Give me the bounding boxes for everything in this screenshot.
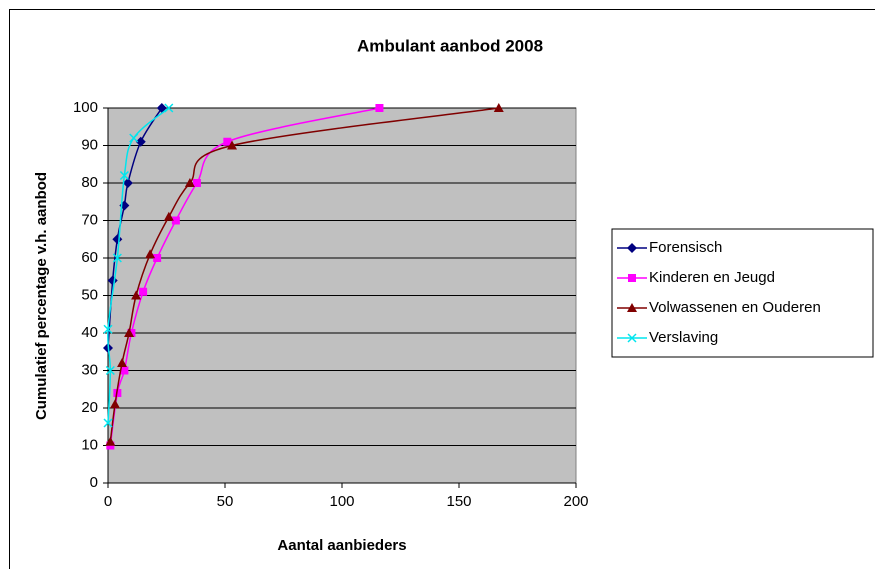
y-tick-label: 100 bbox=[73, 99, 98, 116]
y-tick-label: 80 bbox=[81, 174, 98, 191]
legend-label: Verslaving bbox=[649, 329, 718, 346]
marker bbox=[110, 399, 121, 409]
marker bbox=[153, 254, 162, 262]
legend bbox=[611, 228, 874, 358]
y-tick-label: 40 bbox=[81, 324, 98, 341]
marker bbox=[124, 328, 135, 337]
marker bbox=[192, 179, 201, 187]
marker bbox=[145, 249, 156, 259]
x-tick-label: 200 bbox=[563, 493, 588, 510]
marker bbox=[493, 103, 504, 112]
marker bbox=[171, 216, 180, 225]
legend-label: Volwassenen en Ouderen bbox=[649, 299, 821, 316]
marker bbox=[120, 366, 129, 375]
marker bbox=[375, 104, 384, 112]
marker bbox=[223, 137, 232, 146]
marker bbox=[156, 103, 167, 113]
marker bbox=[163, 211, 174, 221]
marker bbox=[129, 133, 139, 143]
marker bbox=[119, 170, 129, 181]
marker bbox=[135, 136, 146, 147]
marker bbox=[131, 290, 142, 300]
y-tick-label: 30 bbox=[81, 361, 98, 378]
x-tick-label: 100 bbox=[329, 493, 354, 510]
legend-label: Forensisch bbox=[649, 239, 722, 256]
legend-marker bbox=[627, 333, 637, 343]
legend-label: Kinderen en Jeugd bbox=[649, 269, 775, 286]
y-tick-label: 90 bbox=[81, 136, 98, 153]
marker bbox=[105, 436, 116, 446]
y-tick-label: 0 bbox=[90, 474, 98, 491]
marker bbox=[227, 140, 238, 150]
marker bbox=[112, 253, 122, 263]
y-axis-title: Cumulatief percentage v.h. aanbod bbox=[33, 172, 50, 420]
legend-marker bbox=[627, 243, 637, 253]
x-tick-label: 50 bbox=[217, 493, 234, 510]
marker bbox=[139, 287, 148, 296]
y-tick-label: 60 bbox=[81, 249, 98, 266]
x-tick-label: 0 bbox=[104, 493, 112, 510]
chart-title: Ambulant aanbod 2008 bbox=[357, 36, 543, 55]
y-tick-label: 20 bbox=[81, 399, 98, 416]
x-tick-label: 150 bbox=[446, 493, 471, 510]
x-axis-title: Aantal aanbieders bbox=[277, 537, 406, 554]
marker bbox=[103, 324, 113, 334]
marker bbox=[122, 178, 133, 188]
marker bbox=[117, 358, 128, 367]
marker bbox=[164, 103, 174, 113]
y-tick-label: 10 bbox=[81, 436, 98, 453]
marker bbox=[103, 418, 113, 428]
y-tick-label: 50 bbox=[81, 286, 98, 303]
y-tick-label: 70 bbox=[81, 211, 98, 228]
legend-marker bbox=[627, 303, 637, 312]
marker bbox=[105, 365, 115, 376]
legend-marker bbox=[628, 274, 636, 282]
marker bbox=[184, 178, 195, 187]
